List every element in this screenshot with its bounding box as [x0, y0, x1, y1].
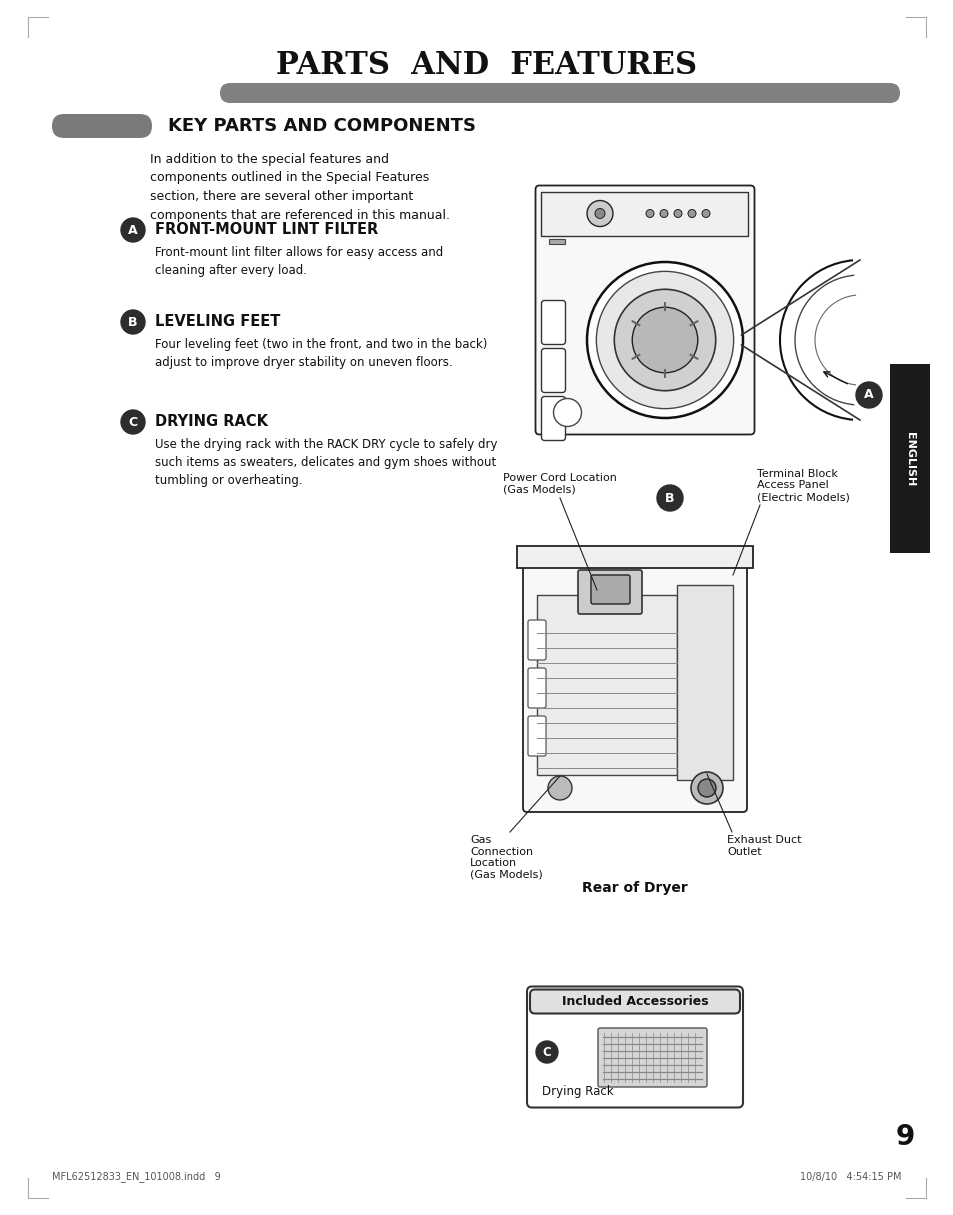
Bar — [517, 546, 752, 567]
Circle shape — [536, 1041, 558, 1063]
Text: Use the drying rack with the RACK DRY cycle to safely dry
such items as sweaters: Use the drying rack with the RACK DRY cy… — [154, 437, 497, 487]
Text: FRONT-MOUNT LINT FILTER: FRONT-MOUNT LINT FILTER — [154, 222, 377, 237]
FancyBboxPatch shape — [578, 570, 641, 614]
Text: B: B — [128, 316, 137, 328]
Circle shape — [614, 289, 715, 391]
Text: A: A — [128, 224, 137, 237]
FancyBboxPatch shape — [522, 558, 746, 812]
Text: KEY PARTS AND COMPONENTS: KEY PARTS AND COMPONENTS — [168, 117, 476, 135]
Circle shape — [121, 310, 145, 334]
Text: ENGLISH: ENGLISH — [904, 431, 914, 486]
Circle shape — [673, 209, 681, 217]
Text: LEVELING FEET: LEVELING FEET — [154, 315, 280, 329]
Text: 9: 9 — [895, 1123, 914, 1151]
FancyBboxPatch shape — [889, 364, 929, 553]
FancyBboxPatch shape — [598, 1028, 706, 1087]
FancyBboxPatch shape — [530, 989, 740, 1013]
Circle shape — [547, 776, 572, 799]
Text: C: C — [542, 1045, 551, 1058]
Text: MFL62512833_EN_101008.indd   9: MFL62512833_EN_101008.indd 9 — [52, 1171, 220, 1182]
Text: Exhaust Duct
Outlet: Exhaust Duct Outlet — [726, 835, 801, 857]
Text: Drying Rack: Drying Rack — [541, 1085, 613, 1098]
FancyBboxPatch shape — [527, 716, 545, 756]
Bar — [537, 595, 677, 775]
Text: A: A — [863, 389, 873, 401]
Text: Gas
Connection
Location
(Gas Models): Gas Connection Location (Gas Models) — [470, 835, 542, 880]
Text: Included Accessories: Included Accessories — [561, 995, 707, 1008]
Text: Power Cord Location
(Gas Models): Power Cord Location (Gas Models) — [502, 474, 617, 495]
Text: DRYING RACK: DRYING RACK — [154, 414, 268, 429]
Text: In addition to the special features and
components outlined in the Special Featu: In addition to the special features and … — [150, 153, 450, 221]
Circle shape — [596, 271, 733, 408]
FancyBboxPatch shape — [526, 987, 742, 1108]
FancyBboxPatch shape — [590, 575, 629, 604]
FancyBboxPatch shape — [527, 620, 545, 660]
Text: Terminal Block
Access Panel
(Electric Models): Terminal Block Access Panel (Electric Mo… — [757, 469, 849, 502]
Bar — [549, 238, 565, 243]
Text: C: C — [129, 416, 137, 429]
Text: PARTS  AND  FEATURES: PARTS AND FEATURES — [276, 50, 697, 80]
Circle shape — [586, 200, 613, 226]
FancyBboxPatch shape — [541, 396, 565, 441]
Circle shape — [698, 779, 716, 797]
FancyBboxPatch shape — [52, 114, 152, 139]
Text: Four leveling feet (two in the front, and two in the back)
adjust to improve dry: Four leveling feet (two in the front, an… — [154, 338, 487, 369]
Bar — [541, 192, 748, 236]
Circle shape — [595, 209, 604, 219]
Circle shape — [701, 209, 709, 217]
Text: 10/8/10   4:54:15 PM: 10/8/10 4:54:15 PM — [800, 1172, 901, 1182]
Circle shape — [553, 399, 581, 426]
Circle shape — [632, 307, 697, 373]
Circle shape — [687, 209, 696, 217]
Circle shape — [586, 262, 742, 418]
FancyBboxPatch shape — [541, 300, 565, 345]
Circle shape — [657, 485, 682, 512]
FancyBboxPatch shape — [535, 186, 754, 435]
Circle shape — [121, 409, 145, 434]
FancyBboxPatch shape — [541, 349, 565, 392]
Circle shape — [659, 209, 667, 217]
Circle shape — [855, 382, 882, 408]
Text: B: B — [664, 492, 674, 504]
Text: Rear of Dryer: Rear of Dryer — [581, 881, 687, 895]
Circle shape — [645, 209, 654, 217]
Bar — [677, 584, 732, 780]
Text: Front-mount lint filter allows for easy access and
cleaning after every load.: Front-mount lint filter allows for easy … — [154, 245, 443, 277]
Circle shape — [121, 217, 145, 242]
FancyBboxPatch shape — [220, 83, 899, 103]
FancyBboxPatch shape — [527, 668, 545, 708]
Circle shape — [690, 772, 722, 804]
